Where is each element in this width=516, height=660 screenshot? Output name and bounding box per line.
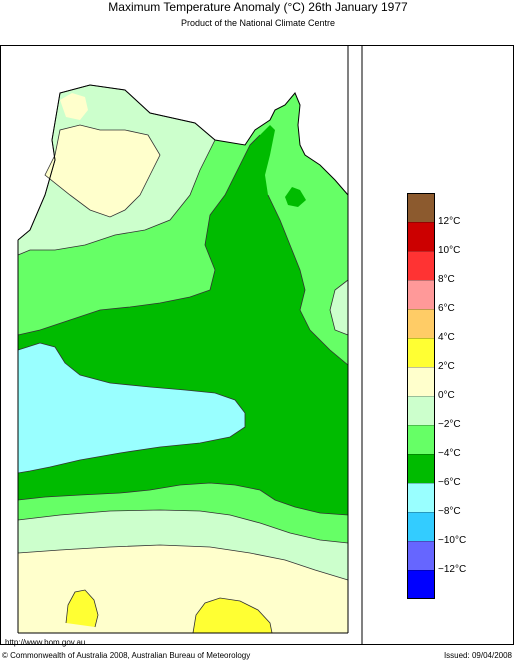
legend-swatch bbox=[407, 396, 435, 425]
legend-label: −8°C bbox=[438, 506, 461, 517]
legend-label: −2°C bbox=[438, 419, 461, 430]
legend-swatch bbox=[407, 483, 435, 512]
legend-swatch bbox=[407, 222, 435, 251]
legend-label: 12°C bbox=[438, 216, 461, 227]
coastline bbox=[17, 84, 349, 241]
footer-copyright: © Commonwealth of Australia 2008, Austra… bbox=[2, 651, 251, 660]
legend-swatch bbox=[407, 454, 435, 483]
region-pale-green-ne bbox=[330, 280, 348, 335]
legend-border bbox=[407, 193, 435, 599]
footer-issued: Issued: 09/04/2008 bbox=[443, 651, 512, 660]
region-pale-yellow-south bbox=[18, 545, 348, 633]
legend-swatch bbox=[407, 570, 435, 599]
region-pale-yellow-nw bbox=[45, 125, 160, 217]
region-island-east bbox=[86, 90, 108, 111]
legend-label: 2°C bbox=[438, 361, 455, 372]
legend-swatch bbox=[407, 367, 435, 396]
region-island-dark-green bbox=[285, 187, 306, 207]
legend-swatch bbox=[407, 251, 435, 280]
legend-swatch bbox=[407, 425, 435, 454]
region-yellow-se bbox=[193, 598, 272, 633]
legend-swatch bbox=[407, 541, 435, 570]
map-frame bbox=[0, 45, 514, 645]
map-title: Maximum Temperature Anomaly (°C) 26th Ja… bbox=[108, 0, 408, 14]
legend-swatch bbox=[407, 338, 435, 367]
legend-label: 8°C bbox=[438, 274, 455, 285]
region-yellow-sw bbox=[66, 590, 98, 627]
legend-label: −12°C bbox=[438, 564, 467, 575]
legend-swatch bbox=[407, 309, 435, 338]
region-island-west bbox=[60, 93, 88, 120]
legend-label: −10°C bbox=[438, 535, 467, 546]
contour-lines bbox=[17, 84, 349, 634]
map-subtitle: Product of the National Climate Centre bbox=[180, 18, 336, 28]
legend-label: 4°C bbox=[438, 332, 455, 343]
legend-label: 6°C bbox=[438, 303, 455, 314]
legend-swatch bbox=[407, 512, 435, 541]
footer-url[interactable]: http://www.bom.gov.au bbox=[5, 638, 86, 647]
legend-label: −6°C bbox=[438, 477, 461, 488]
anomaly-map bbox=[17, 45, 363, 645]
legend-label: 0°C bbox=[438, 390, 455, 401]
anomaly-regions bbox=[18, 85, 348, 633]
legend-label: 10°C bbox=[438, 245, 461, 256]
region-cyan-cold bbox=[18, 343, 245, 473]
legend-swatch bbox=[407, 280, 435, 309]
legend-label: −4°C bbox=[438, 448, 461, 459]
